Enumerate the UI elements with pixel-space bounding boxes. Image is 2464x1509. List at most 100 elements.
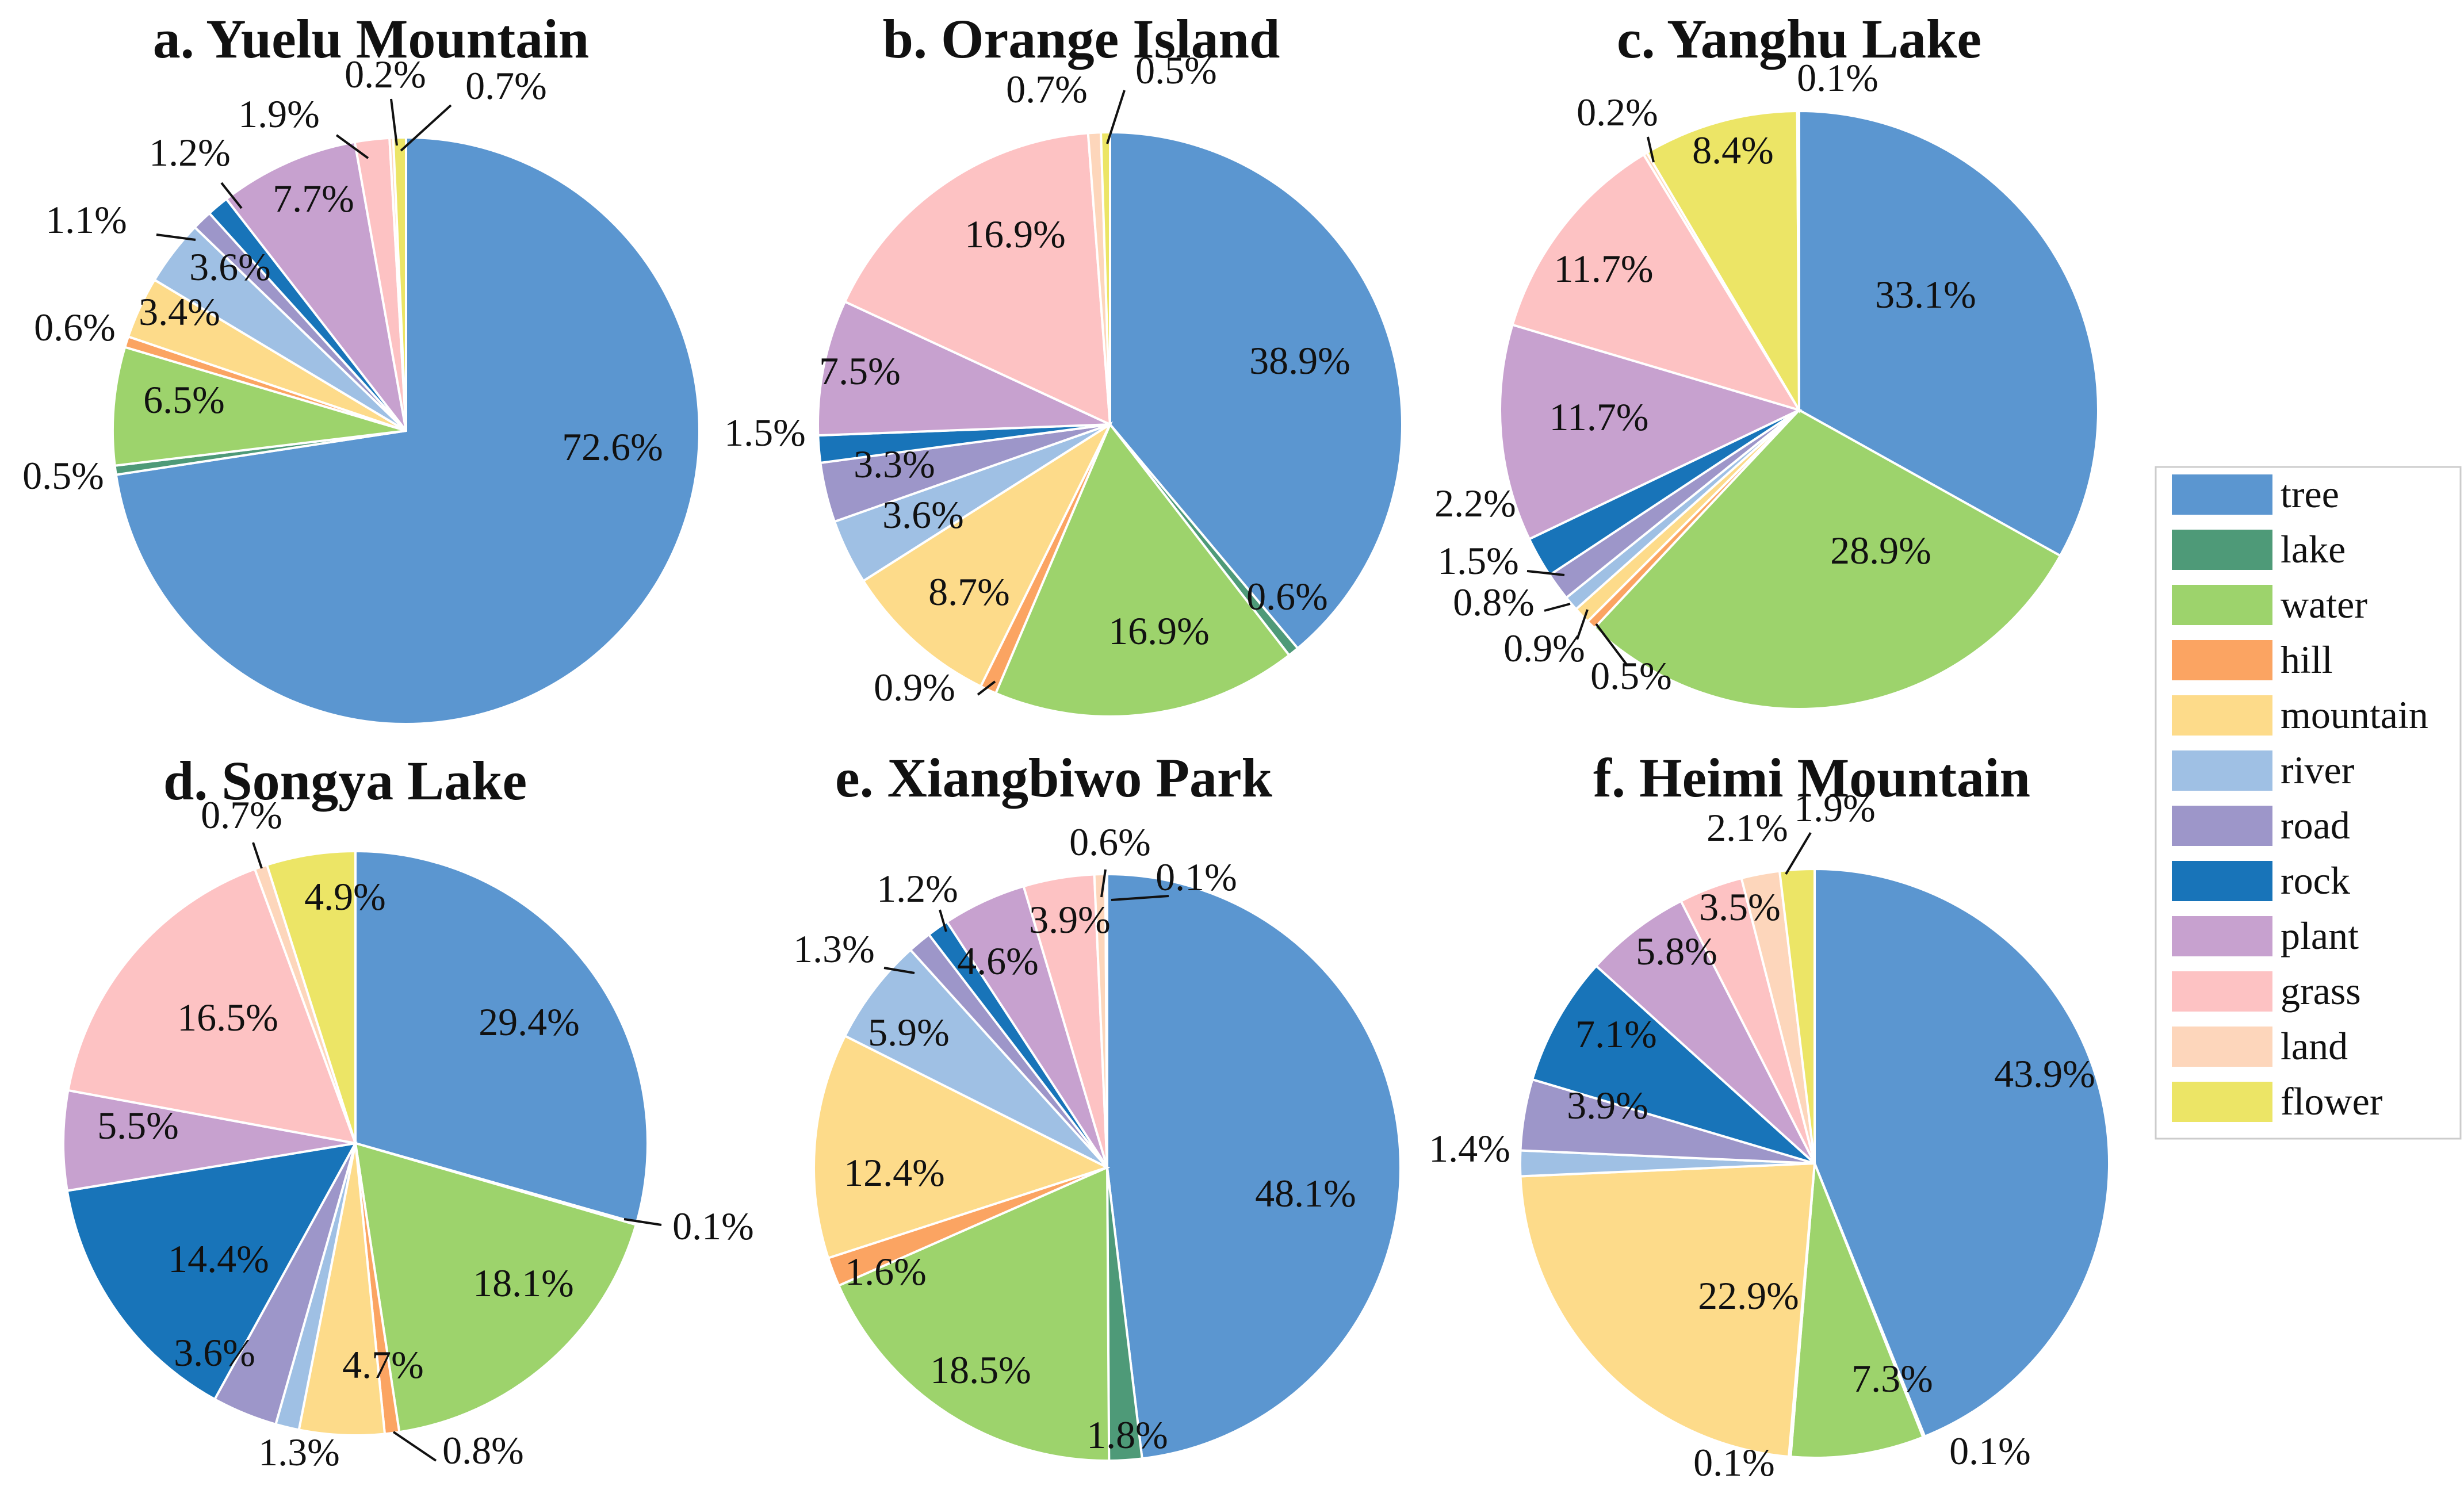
legend-label-land: land [2281,1024,2348,1068]
data-label-grass: 16.5% [177,995,278,1039]
pie-slice-plant [1499,323,1803,541]
data-label-tree: 29.4% [479,1000,580,1044]
pie-slice-flower [1778,867,1816,1164]
data-label-land: 0.2% [1577,90,1658,134]
data-label-river: 1.3% [258,1430,340,1474]
pie-slice-rock [1531,964,1816,1165]
data-label-hill: 0.6% [34,305,116,349]
pie-slice-tree [1798,109,2100,558]
pie-b-orange-island: b. Orange Island 38.9% 0.6% 16.9% 0.9% 8.7% 3.… [724,8,1403,718]
leader-line [220,182,243,209]
pie-slice-water [994,422,1291,718]
pie-title: f. Heimi Mountain [1593,747,2030,809]
legend-swatch-rock [2172,861,2272,901]
data-label-tree: 0.1% [1797,56,1878,99]
data-label-grass: 3.5% [1699,885,1781,929]
legend-label-grass: grass [2281,969,2361,1013]
pie-slice-flower [392,136,407,431]
data-label-rock: 1.2% [149,131,231,174]
data-label-hill: 1.6% [845,1250,927,1293]
data-label-lake: 0.1% [672,1204,754,1248]
data-label-tree: 43.9% [1994,1052,2095,1096]
leader-line [335,134,369,159]
legend-swatch-grass [2172,971,2272,1012]
pie-slice-mountain [813,1034,1111,1260]
legend-label-flower: flower [2281,1079,2383,1123]
leader-line [1576,609,1589,640]
data-label-water: 16.9% [1108,609,1210,653]
leader-line [390,98,398,146]
legend-swatch-road [2172,806,2272,846]
data-label-flower: 8.4% [1692,128,1774,172]
pie-slice-tree [114,136,701,725]
legend-swatch-mountain [2172,695,2272,736]
legend-swatch-lake [2172,530,2272,570]
data-label-rock: 7.1% [1575,1012,1657,1056]
data-label-tree: 48.1% [1255,1171,1356,1215]
pie-title: a. Yuelu Mountain [153,8,589,70]
data-label-flower: 1.9% [1794,786,1876,830]
data-label-plant: 7.5% [819,349,901,393]
leader-line [1106,90,1126,144]
data-label-river: 3.6% [189,245,271,289]
data-label-lake: 0.6% [1246,575,1328,618]
data-label-plant: 5.8% [1636,929,1717,973]
pie-slice-water [1789,1163,1925,1459]
data-label-river: 1.4% [1429,1127,1510,1170]
pie-slice-flower [265,849,357,1144]
legend-label-hill: hill [2281,638,2333,681]
legend-label-lake: lake [2281,527,2346,571]
data-label-grass: 11.7% [1554,247,1653,290]
data-label-hill: 0.9% [874,665,955,709]
data-label-road: 3.9% [1567,1083,1648,1127]
leader-line [939,909,947,932]
data-label-hill: 0.8% [442,1428,524,1472]
pie-slice-tree [1796,109,1800,411]
data-label-road: 1.5% [1437,539,1519,583]
data-label-water: 28.9% [1830,528,1931,572]
pie-slice-grass [1511,153,1802,412]
pie-slice-flower [1645,109,1801,415]
data-label-mountain: 12.4% [844,1151,945,1194]
legend-label-mountain: mountain [2281,693,2428,737]
legend-label-water: water [2281,583,2367,626]
data-label-water: 6.5% [143,378,225,422]
pie-slice-tree [354,849,649,1225]
data-label-mountain: 22.9% [1698,1274,1799,1317]
data-label-mountain: 4.7% [342,1343,424,1387]
leader-line [1111,895,1169,901]
data-label-road: 1.3% [793,927,875,971]
legend-swatch-hill [2172,640,2272,680]
pie-title: b. Orange Island [883,8,1280,70]
data-label-water: 18.5% [930,1348,1031,1392]
data-label-land: 0.7% [1006,67,1088,111]
data-label-grass: 3.9% [1029,898,1111,941]
leader-line [392,1431,437,1462]
pie-slice-tree [1109,131,1403,650]
data-label-lake: 0.1% [1949,1429,2031,1473]
data-label-road: 3.6% [174,1331,255,1374]
data-label-rock: 1.2% [877,867,958,910]
pie-slice-grass [843,132,1112,427]
data-label-tree: 72.6% [562,425,663,469]
legend: tree lake water hill mountain river road rock pl… [2155,466,2462,1140]
legend-label-tree: tree [2281,472,2339,516]
leader-line [400,104,452,152]
legend-swatch-river [2172,750,2272,791]
pie-slice-mountain [862,421,1113,688]
data-label-plant: 5.5% [97,1104,179,1147]
data-label-land: 0.6% [1069,820,1151,864]
data-label-lake: 1.8% [1086,1413,1168,1457]
pie-slice-plant [1594,899,1816,1165]
leader-line [156,233,196,241]
legend-label-plant: plant [2281,914,2359,958]
pie-slice-plant [817,300,1111,437]
leader-line [977,680,996,696]
pie-e-xiangbiwo-park: e. Xiangbiwo Park 48.1% 1.8% 18.5% 1.6% 12.4%… [793,747,1402,1462]
data-label-river: 5.9% [868,1010,950,1054]
data-label-flower: 0.7% [465,64,547,108]
data-label-hill: 0.5% [1590,654,1672,698]
pie-title: c. Yanghu Lake [1617,8,1981,70]
legend-swatch-plant [2172,916,2272,956]
